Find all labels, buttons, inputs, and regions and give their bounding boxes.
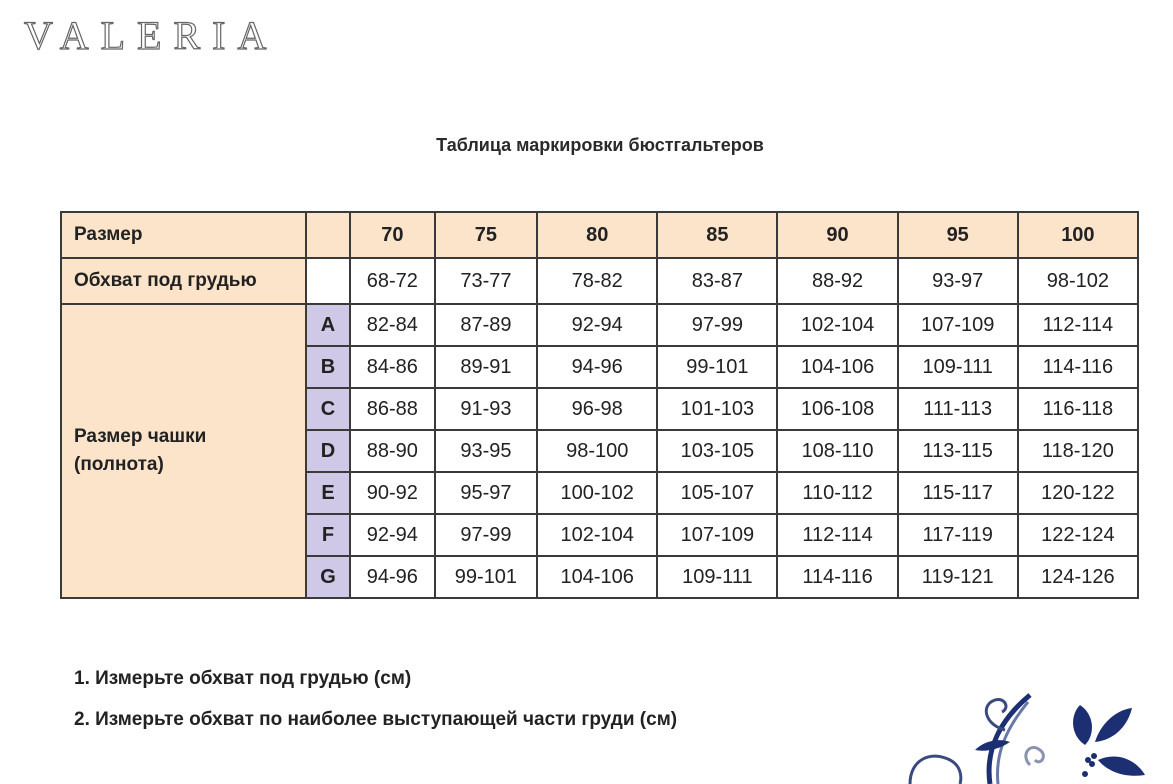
bust-range-cell: 95-97 [433,471,539,515]
bust-range-cell: 91-93 [433,387,539,431]
bust-range-cell: 101-103 [656,387,779,431]
bust-range-cell: 113-115 [896,429,1019,473]
cup-letter-cell: C [305,387,351,431]
size-header-cell: 70 [349,211,436,259]
bust-range-cell: 89-91 [433,345,539,389]
size-label: Размер [60,211,307,259]
cup-letter-cell: D [305,429,351,473]
bust-range-cell: 92-94 [349,513,436,557]
size-header-cell: 85 [656,211,779,259]
underbust-label: Обхват под грудью [60,257,307,305]
bust-range-cell: 97-99 [433,513,539,557]
instruction-1: 1. Измерьте обхват под грудью (см) [74,668,412,689]
bust-range-cell: 112-114 [776,513,899,557]
cup-row: F 92-94 97-99 102-104 107-109 112-114 117-119 1… [61,513,1140,557]
bust-range-cell: 87-89 [433,303,539,347]
bust-range-cell: 106-108 [776,387,899,431]
underbust-blank-cell [305,257,351,305]
bust-range-cell: 86-88 [349,387,436,431]
bust-range-cell: 122-124 [1016,513,1140,557]
bust-range-cell: 108-110 [776,429,899,473]
page-title: Таблица маркировки бюстгальтеров [436,135,764,155]
cup-row: G 94-96 99-101 104-106 109-111 114-116 119-121… [61,555,1140,599]
bust-range-cell: 114-116 [776,555,899,599]
bust-range-cell: 109-111 [656,555,779,599]
bust-range-cell: 99-101 [656,345,779,389]
header-row: Размер 70 75 80 85 90 95 100 [60,211,1140,259]
cup-size-label-line1: Размер чашки [74,426,207,447]
bust-range-cell: 96-98 [536,387,659,431]
bust-range-cell: 88-90 [349,429,436,473]
cup-letter-cell: F [305,513,351,557]
bust-range-cell: 94-96 [349,555,436,599]
bust-range-cell: 82-84 [349,303,436,347]
underbust-row: Обхват под грудью 68-72 73-77 78-82 83-87 88-… [60,257,1140,305]
bust-range-cell: 119-121 [896,555,1019,599]
underbust-cell: 83-87 [656,257,779,305]
size-header-cell: 95 [896,211,1019,259]
bust-range-cell: 94-96 [536,345,659,389]
cup-size-label-line2: (полнота) [74,454,164,475]
header-blank-cell [305,211,351,259]
bust-range-cell: 102-104 [536,513,659,557]
bust-range-cell: 115-117 [896,471,1019,515]
size-table: Размер 70 75 80 85 90 95 100 Обхват под грудью 68… [60,211,1140,599]
cup-row: C 86-88 91-93 96-98 101-103 106-108 111-113 116… [61,387,1140,431]
bust-range-cell: 110-112 [776,471,899,515]
bust-range-cell: 103-105 [656,429,779,473]
size-header-cell: 75 [433,211,539,259]
bust-range-cell: 90-92 [349,471,436,515]
cup-row: D 88-90 93-95 98-100 103-105 108-110 113-115 11… [61,429,1140,473]
bust-range-cell: 107-109 [896,303,1019,347]
bust-range-cell: 100-102 [536,471,659,515]
underbust-cell: 68-72 [349,257,436,305]
cup-letter-cell: G [305,555,351,599]
underbust-cell: 73-77 [433,257,539,305]
bust-range-cell: 114-116 [1016,345,1140,389]
bust-range-cell: 99-101 [433,555,539,599]
cup-row: E 90-92 95-97 100-102 105-107 110-112 115-117 1… [61,471,1140,515]
bust-range-cell: 124-126 [1016,555,1140,599]
bust-range-cell: 118-120 [1016,429,1140,473]
bust-range-cell: 104-106 [776,345,899,389]
bust-range-cell: 112-114 [1016,303,1140,347]
underbust-cell: 78-82 [536,257,659,305]
underbust-cell: 88-92 [776,257,899,305]
bust-range-cell: 92-94 [536,303,659,347]
bust-range-cell: 111-113 [896,387,1019,431]
size-header-cell: 80 [536,211,659,259]
underbust-cell: 98-102 [1016,257,1140,305]
bust-range-cell: 116-118 [1016,387,1140,431]
bust-range-cell: 104-106 [536,555,659,599]
floral-ornament-icon [908,693,1145,784]
cup-size-label: Размер чашки (полнота) [60,303,307,599]
cup-row: Размер чашки (полнота) A 82-84 87-89 92-94 97-… [60,303,1140,599]
size-header-cell: 100 [1016,211,1140,259]
cup-letter-cell: A [305,303,351,347]
bust-range-cell: 84-86 [349,345,436,389]
bust-range-cell: 93-95 [433,429,539,473]
bust-range-cell: 102-104 [776,303,899,347]
brand-logo: VALERIA [23,12,279,58]
bust-range-cell: 120-122 [1016,471,1140,515]
bust-range-cell: 109-111 [896,345,1019,389]
bust-range-cell: 107-109 [656,513,779,557]
bust-range-cell: 97-99 [656,303,779,347]
instruction-2: 2. Измерьте обхват по наиболее выступающ… [74,709,678,730]
underbust-cell: 93-97 [896,257,1019,305]
cup-row: B 84-86 89-91 94-96 99-101 104-106 109-111 114-… [61,345,1140,389]
bust-range-cell: 105-107 [656,471,779,515]
bust-range-cell: 98-100 [536,429,659,473]
size-header-cell: 90 [776,211,899,259]
bust-range-cell: 117-119 [896,513,1019,557]
cup-letter-cell: E [305,471,351,515]
cup-letter-cell: B [305,345,351,389]
